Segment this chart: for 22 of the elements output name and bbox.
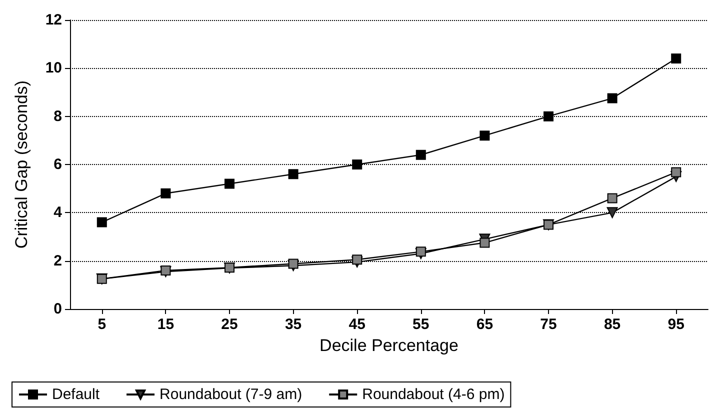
y-tick-label: 8: [54, 108, 62, 125]
x-tick-label: 65: [476, 316, 494, 333]
x-tick-label: 75: [540, 316, 557, 333]
legend-label: Roundabout (4-6 pm): [362, 386, 505, 403]
x-tick-label: 55: [412, 316, 430, 333]
x-tick-label: 95: [668, 316, 684, 333]
x-tick-label: 15: [157, 316, 174, 333]
x-tick-label: 25: [221, 316, 238, 333]
y-tick-label: 12: [45, 12, 62, 28]
x-tick-label: 45: [348, 316, 366, 333]
y-tick-label: 4: [54, 204, 63, 222]
x-tick-label: 35: [284, 316, 302, 333]
x-axis-title: Decile Percentage: [320, 336, 458, 355]
y-tick-label: 0: [54, 300, 62, 318]
y-tick-label: 10: [45, 60, 62, 77]
y-tick-label: 6: [54, 156, 62, 173]
legend-label: Roundabout (7-9 am): [160, 386, 302, 403]
x-tick-label: 85: [604, 316, 621, 333]
y-tick-label: 2: [54, 252, 62, 270]
y-axis-title: Critical Gap (seconds): [12, 80, 31, 249]
legend-label: Default: [52, 386, 100, 403]
x-tick-label: 5: [98, 316, 106, 333]
